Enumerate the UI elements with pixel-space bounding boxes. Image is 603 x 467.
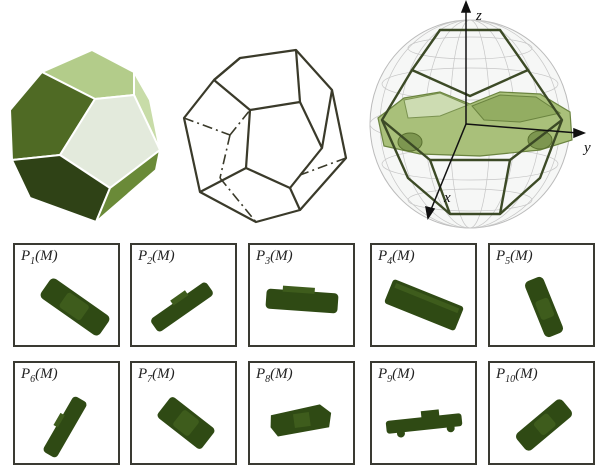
car-silhouette xyxy=(40,278,110,336)
wire-front-pentagon xyxy=(244,100,324,190)
panel-label: P10(M) xyxy=(496,366,538,385)
panel-label: P1(M) xyxy=(21,248,58,267)
y-axis-label: y xyxy=(582,140,591,156)
wire-outer-outline xyxy=(182,48,348,224)
car-silhouette xyxy=(151,282,213,332)
car-silhouette xyxy=(265,285,339,314)
panel-label: P3(M) xyxy=(256,248,293,267)
projection-panel-9: P9(M) xyxy=(370,361,477,465)
z-axis-label: z xyxy=(475,8,482,24)
car-silhouette xyxy=(524,276,564,338)
x-axis-label: x xyxy=(443,190,451,206)
solid-dodecahedron xyxy=(9,49,161,223)
panel-label: P9(M) xyxy=(378,366,415,385)
projection-panel-1: P1(M) xyxy=(13,243,120,347)
panel-label: P5(M) xyxy=(496,248,533,267)
panel-label: P7(M) xyxy=(138,366,175,385)
projection-panel-8: P8(M) xyxy=(248,361,355,465)
projection-panel-6: P6(M) xyxy=(13,361,120,465)
panel-label: P6(M) xyxy=(21,366,58,385)
car-silhouette xyxy=(385,409,463,438)
projection-panel-2: P2(M) xyxy=(130,243,237,347)
enclosing-dodecahedron xyxy=(380,28,564,216)
projection-panel-7: P7(M) xyxy=(130,361,237,465)
panel-label: P4(M) xyxy=(378,248,415,267)
car-silhouette xyxy=(515,399,573,451)
wireframe-dodecahedron xyxy=(182,48,348,224)
projection-panel-5: P5(M) xyxy=(488,243,595,347)
panel-label: P2(M) xyxy=(138,248,175,267)
projection-panel-3: P3(M) xyxy=(248,243,355,347)
coordinate-axes xyxy=(425,0,587,220)
projection-panel-4: P4(M) xyxy=(370,243,477,347)
top-illustrations: z y x xyxy=(9,0,591,229)
projection-panel-10: P10(M) xyxy=(488,361,595,465)
car-silhouette xyxy=(384,279,464,331)
car-silhouette xyxy=(157,397,215,449)
car-silhouette xyxy=(43,396,87,458)
wire-hidden-edges xyxy=(183,109,347,223)
solid-face-bottom-right xyxy=(95,149,161,223)
panel-label: P8(M) xyxy=(256,366,293,385)
bounding-sphere xyxy=(369,0,587,229)
car-silhouette xyxy=(270,404,332,437)
